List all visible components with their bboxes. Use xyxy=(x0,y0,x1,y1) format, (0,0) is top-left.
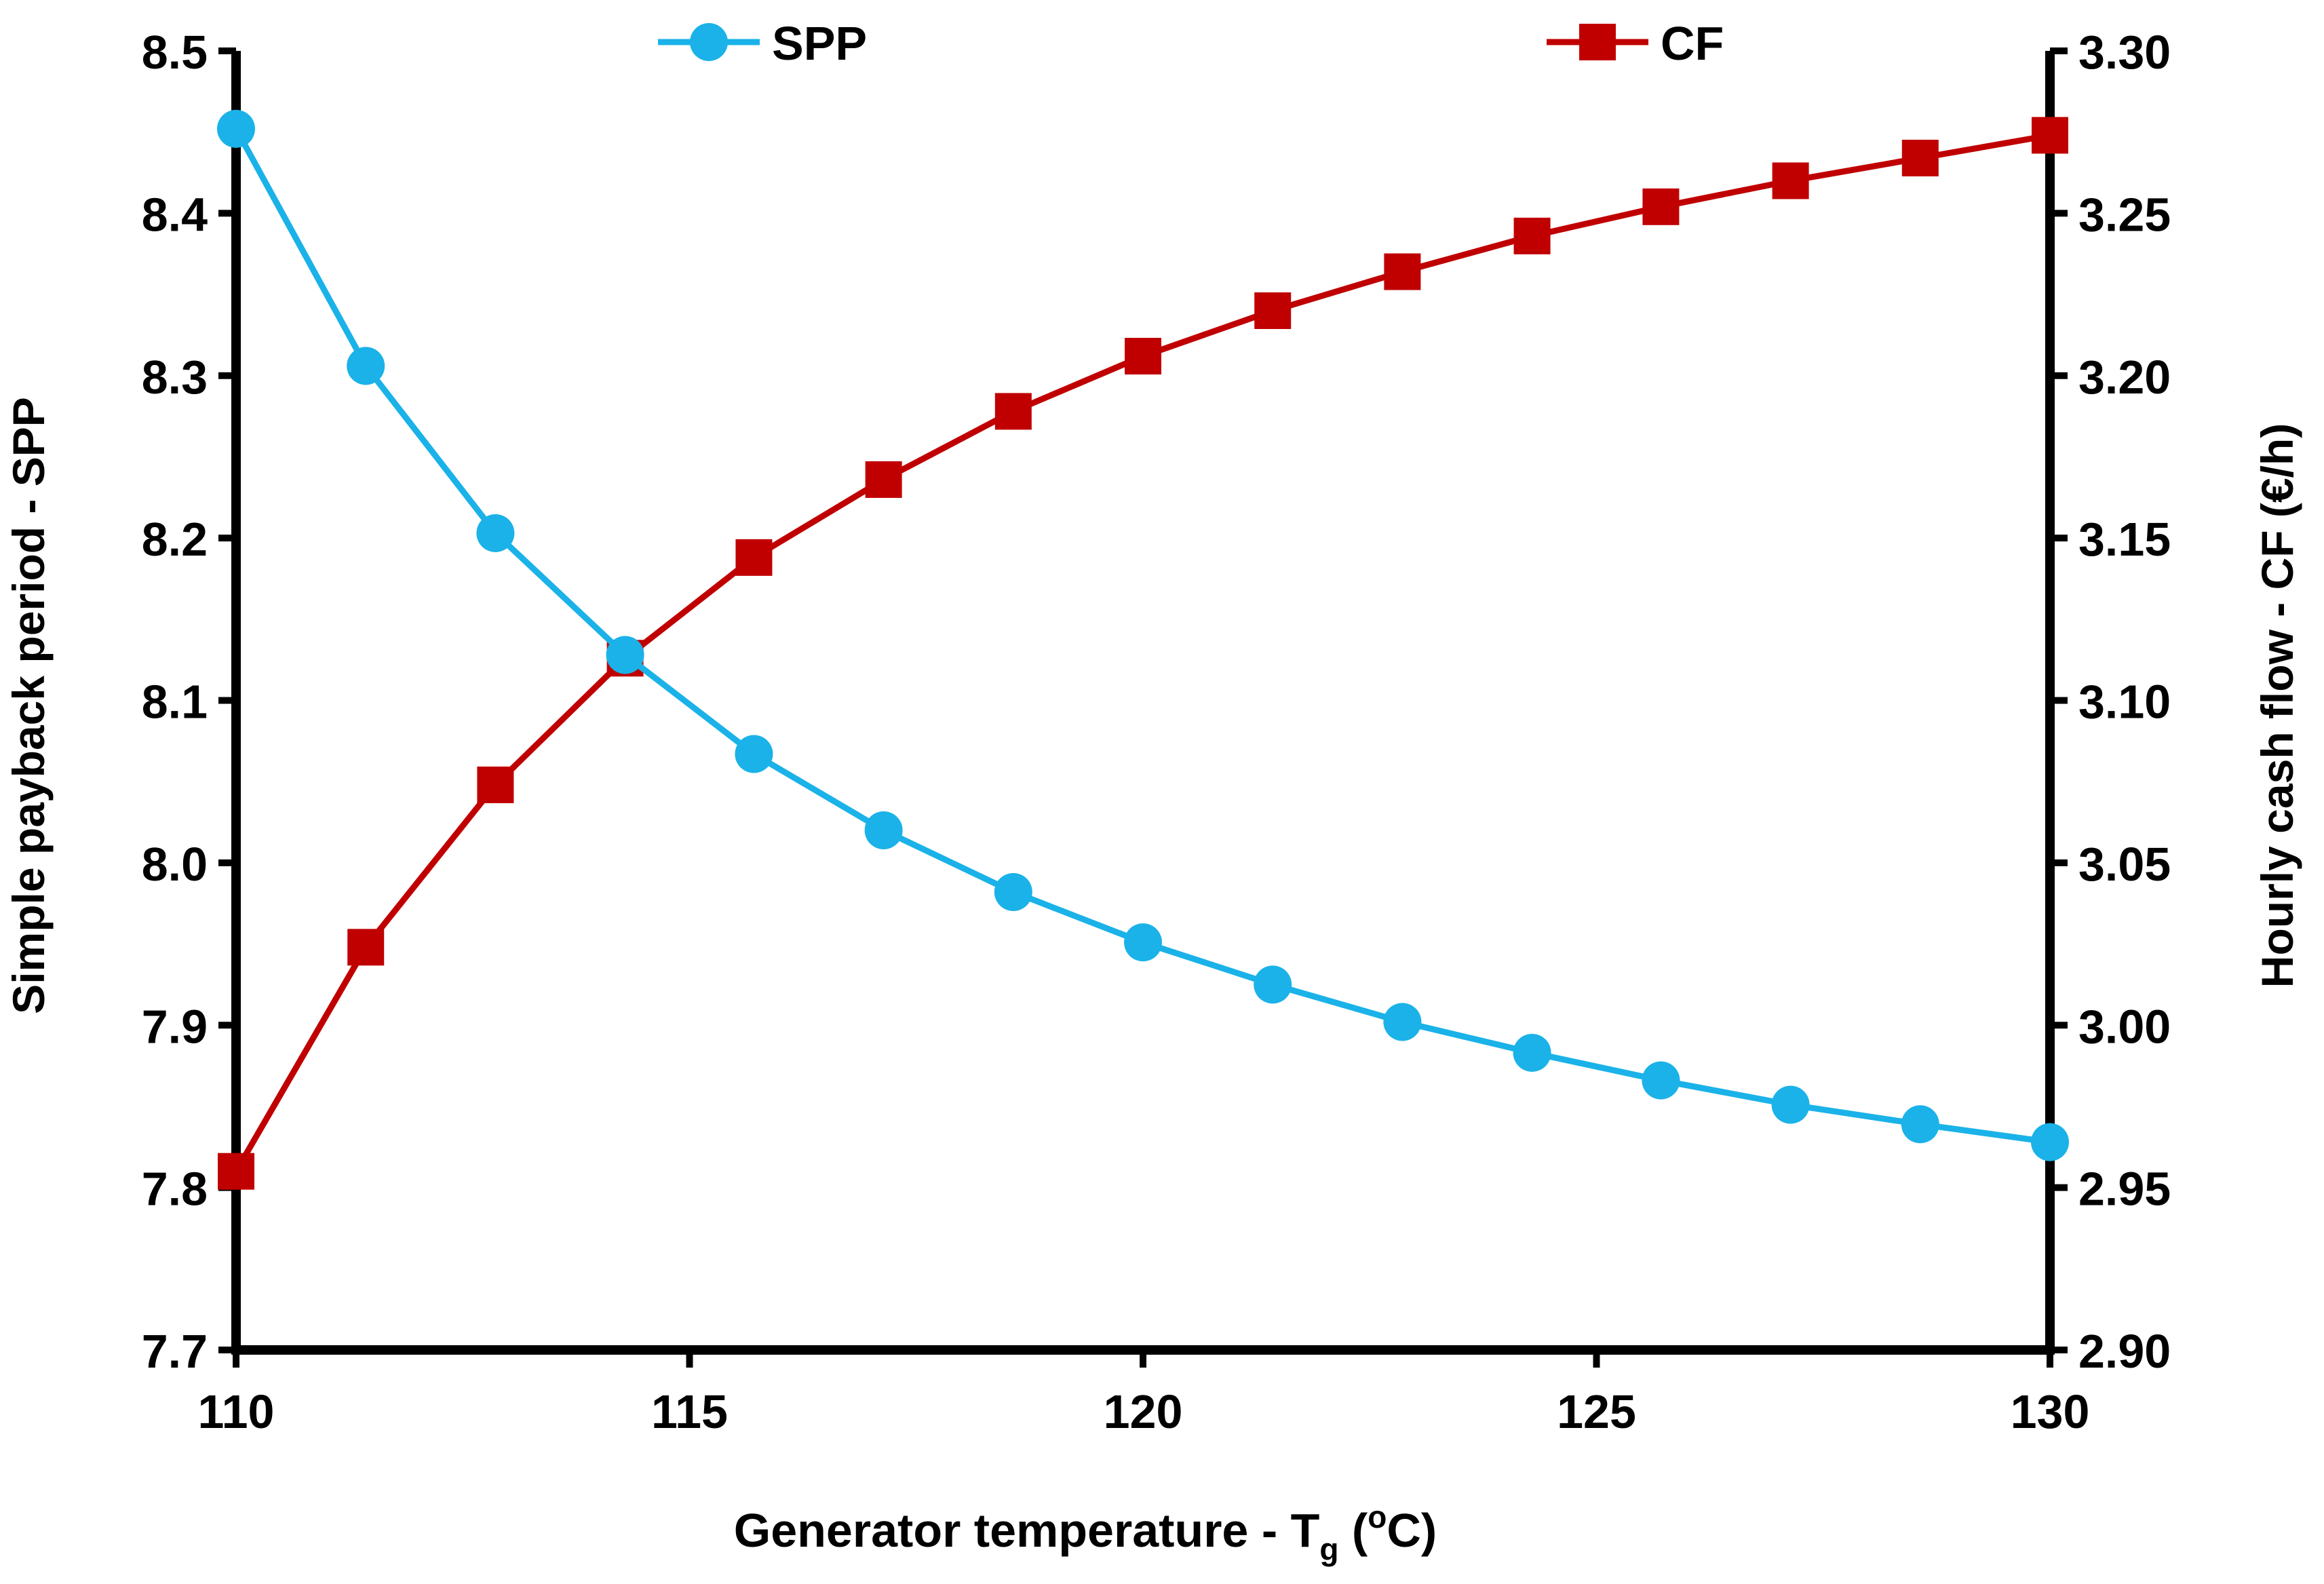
y-right-tick-label: 2.95 xyxy=(2078,1163,2171,1216)
y-left-tick-label: 8.0 xyxy=(142,838,208,891)
data-point-cf xyxy=(1901,139,1939,176)
series-cf xyxy=(218,117,2068,1190)
data-point-spp xyxy=(1642,1061,1680,1100)
data-point-spp xyxy=(1901,1105,1939,1144)
y-right-tick-label: 3.30 xyxy=(2078,26,2171,79)
y-left-tick-label: 8.4 xyxy=(142,188,208,241)
data-point-spp xyxy=(606,636,644,674)
legend: SPP CF xyxy=(658,17,1724,70)
x-tick-label: 120 xyxy=(1104,1385,1183,1438)
y-axis-right-label: Hourly cash flow - CF (€/h) xyxy=(2252,423,2302,988)
axis-labels: Simple payback period - SPP Hourly cash … xyxy=(3,397,2302,1567)
data-point-cf xyxy=(994,393,1032,430)
x-tick-label: 110 xyxy=(198,1385,275,1438)
x-axis-label: Generator temperature - Tg (oC) xyxy=(734,1499,1437,1567)
y-axis-left-label: Simple payback period - SPP xyxy=(3,397,54,1014)
x-axis-label-subscript: g xyxy=(1319,1532,1338,1567)
y-right-tick-label: 3.10 xyxy=(2078,676,2171,729)
data-point-cf xyxy=(477,766,514,803)
data-point-spp xyxy=(1383,1003,1422,1041)
x-axis-label-pre: ( xyxy=(1338,1504,1368,1557)
data-point-cf xyxy=(218,1153,254,1190)
data-point-cf xyxy=(735,539,773,576)
data-point-spp xyxy=(347,347,385,385)
series-layer xyxy=(217,109,2069,1190)
x-axis-label-superscript: o xyxy=(1368,1499,1387,1534)
legend-label-cf: CF xyxy=(1661,17,1724,70)
x-tick-label: 115 xyxy=(651,1385,728,1438)
y-left-tick-label: 8.1 xyxy=(142,676,208,729)
data-point-cf xyxy=(1642,188,1680,225)
y-left-tick-label: 8.5 xyxy=(142,26,208,79)
y-right-tick-label: 3.20 xyxy=(2078,351,2171,404)
x-tick-label: 125 xyxy=(1557,1385,1636,1438)
series-line-spp xyxy=(233,127,2051,1146)
data-point-spp xyxy=(476,514,515,552)
data-point-spp xyxy=(1513,1033,1551,1072)
y-right-tick-label: 3.15 xyxy=(2078,513,2171,566)
y-left-tick-label: 8.3 xyxy=(142,351,208,404)
series-line-cf xyxy=(233,132,2051,1173)
data-point-spp xyxy=(1254,965,1292,1004)
data-point-spp xyxy=(735,735,773,773)
data-point-spp xyxy=(864,811,903,849)
legend-item-cf: CF xyxy=(1547,17,1724,70)
series-spp xyxy=(217,109,2069,1161)
data-point-cf xyxy=(2032,117,2068,154)
data-point-spp xyxy=(217,109,255,148)
legend-marker-cf xyxy=(1579,24,1616,60)
y-right-tick-label: 3.00 xyxy=(2078,1000,2171,1053)
y-left-tick-label: 7.9 xyxy=(142,1000,208,1053)
y-left-tick-label: 7.8 xyxy=(142,1163,208,1216)
data-point-cf xyxy=(1384,253,1421,290)
data-point-spp xyxy=(994,872,1032,911)
axes-layer: 7.7 7.8 7.9 8.0 8.1 8.2 8.3 8.4 8.5 2.90 2.95 3.00 3… xyxy=(142,26,2171,1438)
data-point-cf xyxy=(1125,338,1161,375)
x-axis-label-unit: C) xyxy=(1387,1504,1437,1557)
y-right-tick-label: 2.90 xyxy=(2078,1325,2171,1378)
y-right-tick-label: 3.25 xyxy=(2078,188,2171,241)
data-point-spp xyxy=(1771,1085,1810,1124)
legend-label-spp: SPP xyxy=(772,17,867,70)
y-right-tick-label: 3.05 xyxy=(2078,838,2171,891)
y-left-tick-label: 8.2 xyxy=(142,513,208,566)
legend-item-spp: SPP xyxy=(658,17,867,70)
data-point-cf xyxy=(1513,217,1551,254)
x-tick-label: 130 xyxy=(2011,1385,2090,1438)
data-point-cf xyxy=(1772,162,1809,199)
data-point-cf xyxy=(1254,292,1292,329)
data-point-spp xyxy=(1124,923,1162,962)
data-point-cf xyxy=(865,461,902,498)
legend-marker-spp xyxy=(690,23,728,61)
data-point-cf xyxy=(347,929,385,966)
y-left-tick-label: 7.7 xyxy=(142,1325,208,1378)
x-axis-label-main: Generator temperature - T xyxy=(734,1504,1320,1557)
data-point-spp xyxy=(2031,1123,2069,1161)
